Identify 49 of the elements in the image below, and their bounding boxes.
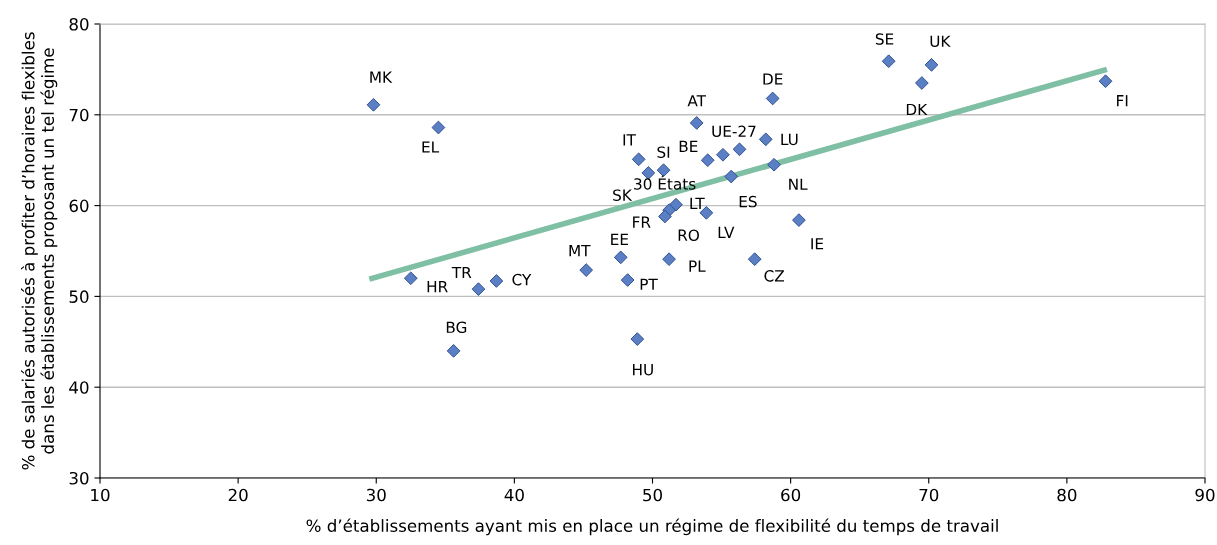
annotation: IT [623,134,636,146]
annotation: FR [633,216,651,228]
annotation: SK [613,189,633,201]
annotation: FI [1117,95,1128,107]
y-tick-label: 80 [69,17,89,31]
y-tick-label: 50 [69,290,89,303]
annotation: MK [370,71,393,83]
x-tick-label: 60 [781,488,801,502]
annotation: UE-27 [712,125,756,138]
annotation: CY [512,273,532,286]
annotation: EE [611,233,629,245]
annotation: SI [657,146,670,158]
y-tick-label: 30 [69,471,89,485]
x-tick-label: 40 [504,488,524,502]
annotation: BE [679,140,698,152]
annotation: LT [690,197,705,209]
annotation: PL [689,260,706,272]
annotation: ES [739,195,757,208]
annotation: AT [687,95,707,107]
annotation: HU [633,364,653,376]
y-tick-label: 70 [69,108,89,122]
annotation: UK [930,35,951,48]
x-axis-title: % d’établissements ayant mis en place un régime de flexibilité du temps de travail [306,518,998,536]
y-tick-label: 40 [69,381,89,394]
annotation: RO [678,229,699,241]
x-tick-label: 50 [643,488,662,502]
annotation: LU [781,133,798,146]
annotation: BG [446,321,467,334]
annotation: HR [427,281,448,293]
annotation: DE [763,73,783,85]
x-tick-label: 90 [1195,488,1215,502]
annotation: DK [906,103,928,116]
annotation: TR [451,266,472,279]
annotation: 30 États [634,175,696,190]
annotation: PT [640,278,658,290]
x-tick-label: 20 [228,488,248,502]
annotation: MT [569,245,591,257]
annotation: IE [811,238,824,250]
annotation: CZ [764,270,785,282]
y-axis-title: % de salariés autorisés à profiter d’horaires flexibles dans les établissements proposant un tel régime [21,32,58,470]
x-tick-label: 80 [1057,488,1077,502]
annotation: LV [718,226,735,238]
x-tick-label: 70 [919,488,939,502]
annotation: SE [875,33,894,45]
x-tick-label: 10 [91,488,110,502]
annotation: EL [422,141,440,153]
x-tick-label: 30 [366,488,386,502]
y-tick-label: 60 [69,199,89,213]
annotation: NL [789,178,808,190]
